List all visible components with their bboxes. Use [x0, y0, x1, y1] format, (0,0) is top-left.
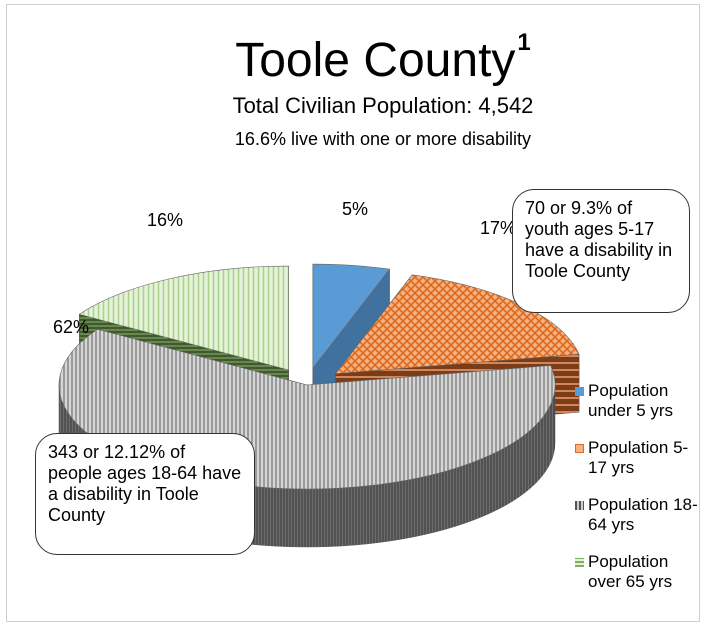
chart-title-text: Toole County [235, 34, 516, 87]
legend-item: Population over 65 yrs [575, 552, 698, 592]
chart-frame: Toole County1 Total Civilian Population:… [6, 4, 700, 622]
chart-legend: Population under 5 yrs Population 5-17 y… [575, 381, 698, 609]
pie-data-label: 17% [480, 218, 516, 238]
legend-swatch-icon [575, 501, 584, 510]
chart-subtitle: Total Civilian Population: 4,542 [232, 93, 534, 118]
pie-data-label: 5% [342, 199, 368, 219]
title-footnote-marker: 1 [517, 29, 531, 56]
legend-swatch-icon [575, 387, 584, 396]
legend-swatch-icon [575, 558, 584, 567]
legend-label: Population under 5 yrs [588, 381, 674, 420]
chart-subtitle-disability: 16.6% live with one or more disability [234, 129, 532, 149]
legend-swatch-icon [575, 444, 584, 453]
adult-disability-callout: 343 or 12.12% of people ages 18-64 have … [35, 433, 255, 555]
legend-label: Population over 65 yrs [588, 552, 673, 591]
legend-item: Population 18-64 yrs [575, 495, 698, 535]
pie-slice [78, 265, 289, 371]
youth-disability-callout: 70 or 9.3% of youth ages 5-17 have a dis… [512, 189, 690, 313]
pie-data-label: 16% [147, 210, 183, 230]
pie-slice [312, 263, 391, 369]
chart-title: Toole County1 [7, 15, 704, 89]
pie-label-layer: 5% 17% 62% 16% [53, 199, 516, 337]
legend-item: Population 5-17 yrs [575, 438, 698, 478]
legend-label: Population 5-17 yrs [588, 438, 689, 477]
legend-item: Population under 5 yrs [575, 381, 698, 421]
pie-data-label: 62% [53, 317, 89, 337]
legend-label: Population 18-64 yrs [588, 495, 698, 534]
